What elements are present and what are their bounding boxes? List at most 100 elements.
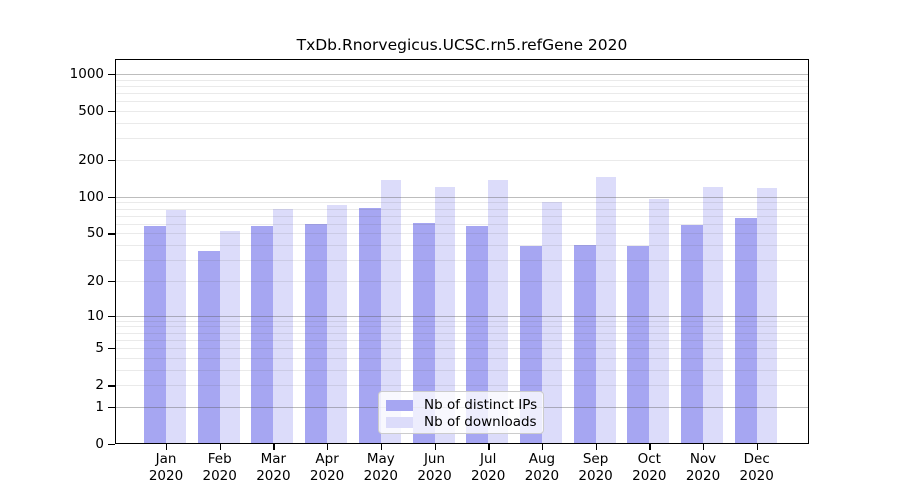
bar-downloads-oct xyxy=(649,199,670,444)
x-tick-mark xyxy=(649,444,651,450)
gridline-minor xyxy=(115,122,809,124)
plot-area xyxy=(115,59,809,444)
x-tick-label-nov: Nov 2020 xyxy=(671,451,735,484)
y-tick-label: 20 xyxy=(86,272,104,289)
y-tick-label: 500 xyxy=(78,102,104,119)
gridline-minor xyxy=(115,79,809,81)
gridline-minor xyxy=(115,202,809,204)
gridline-minor xyxy=(115,223,809,225)
x-tick-label-year: 2020 xyxy=(148,467,184,484)
y-tick-mark xyxy=(108,196,115,199)
gridline-minor xyxy=(115,215,809,217)
bar-distinct-ips-feb xyxy=(197,250,220,444)
x-tick-mark xyxy=(166,444,168,450)
y-tick-label: 2 xyxy=(95,377,104,394)
x-tick-label-apr: Apr 2020 xyxy=(295,451,359,484)
x-tick-mark xyxy=(756,444,759,450)
x-tick-label-dec: Dec 2020 xyxy=(725,451,789,484)
y-tick-label: 5 xyxy=(95,340,104,356)
y-tick-label: 1 xyxy=(95,398,104,415)
bar-distinct-ips-jan xyxy=(144,225,166,444)
legend-item-downloads: Nb of downloads xyxy=(386,414,543,430)
gridline-minor xyxy=(115,245,809,247)
bar-distinct-ips-jun xyxy=(412,222,435,444)
x-tick-label-year: 2020 xyxy=(309,467,345,484)
gridline-minor xyxy=(115,138,809,140)
gridline-minor xyxy=(115,332,809,334)
y-tick-mark xyxy=(108,406,115,409)
gridline-minor xyxy=(115,260,809,262)
x-tick-mark xyxy=(541,444,544,450)
gridline-minor xyxy=(115,357,809,359)
y-tick-mark xyxy=(108,73,115,76)
legend-swatch-distinct-ips-icon xyxy=(386,399,413,411)
legend-item-distinct-ips: Nb of distinct IPs xyxy=(386,397,543,413)
gridline-minor xyxy=(115,320,809,322)
x-tick-label-mar: Mar 2020 xyxy=(241,451,305,484)
bar-downloads-nov xyxy=(703,186,723,444)
x-tick-label-year: 2020 xyxy=(363,467,398,484)
x-tick-label-jun: Jun 2020 xyxy=(403,451,467,484)
x-tick-mark xyxy=(703,444,705,450)
bar-downloads-aug xyxy=(541,202,562,444)
x-tick-label-oct: Oct 2020 xyxy=(617,451,681,484)
x-tick-label-year: 2020 xyxy=(685,467,721,484)
gridline-minor xyxy=(115,369,809,371)
x-tick-label-feb: Feb 2020 xyxy=(188,451,252,484)
x-tick-mark xyxy=(380,444,383,450)
gridline-minor xyxy=(115,101,809,103)
x-tick-mark xyxy=(488,444,490,450)
bar-distinct-ips-mar xyxy=(251,226,274,444)
bar-distinct-ips-may xyxy=(358,207,381,444)
y-tick-mark xyxy=(108,348,115,350)
gridline-major xyxy=(115,73,809,75)
gridline-minor xyxy=(115,326,809,328)
y-tick-mark xyxy=(108,159,115,162)
y-tick-label: 0 xyxy=(95,436,104,452)
x-tick-label-year: 2020 xyxy=(524,467,560,484)
bar-downloads-feb xyxy=(219,231,240,444)
x-tick-label-year: 2020 xyxy=(256,467,291,484)
x-tick-mark xyxy=(595,444,597,450)
gridline-minor xyxy=(115,85,809,87)
gridline-minor xyxy=(115,110,809,112)
gridline-major xyxy=(115,196,809,198)
gridline-minor xyxy=(115,339,809,341)
bar-downloads-mar xyxy=(273,208,294,444)
x-tick-label-year: 2020 xyxy=(739,467,774,484)
chart-title: TxDb.Rnorvegicus.UCSC.rn5.refGene 2020 xyxy=(296,36,628,54)
x-tick-label-year: 2020 xyxy=(202,467,237,484)
gridline-minor xyxy=(115,385,809,387)
bar-downloads-jan xyxy=(166,209,186,444)
x-tick-mark xyxy=(273,444,275,450)
legend-swatch-downloads-icon xyxy=(386,416,413,428)
gridline-minor xyxy=(115,348,809,349)
y-tick-mark xyxy=(108,233,115,235)
gridline-minor xyxy=(115,280,809,282)
y-tick-label: 100 xyxy=(78,188,104,205)
bar-distinct-ips-dec xyxy=(734,217,757,444)
bar-distinct-ips-nov xyxy=(681,224,703,444)
legend-label-distinct-ips: Nb of distinct IPs xyxy=(424,397,538,413)
y-tick-mark xyxy=(108,280,115,283)
y-tick-label: 10 xyxy=(86,307,104,324)
x-tick-label-year: 2020 xyxy=(417,467,452,484)
x-tick-label-year: 2020 xyxy=(471,467,506,484)
y-tick-mark xyxy=(108,444,115,446)
gridline-minor xyxy=(115,159,809,161)
bar-distinct-ips-oct xyxy=(627,246,650,444)
bar-downloads-sep xyxy=(595,177,616,444)
bar-distinct-ips-jul xyxy=(466,225,489,444)
x-tick-label-year: 2020 xyxy=(632,467,667,484)
x-tick-mark xyxy=(219,444,222,450)
legend-label-downloads: Nb of downloads xyxy=(424,414,537,430)
y-tick-label: 50 xyxy=(86,225,104,242)
y-tick-mark xyxy=(108,110,115,113)
x-tick-label-may: May 2020 xyxy=(349,451,413,484)
x-tick-label-jul: Jul 2020 xyxy=(456,451,520,484)
bar-downloads-apr xyxy=(327,204,348,444)
y-tick-mark xyxy=(108,315,115,317)
gridline-minor xyxy=(115,208,809,210)
legend: Nb of distinct IPs Nb of downloads xyxy=(378,391,544,434)
